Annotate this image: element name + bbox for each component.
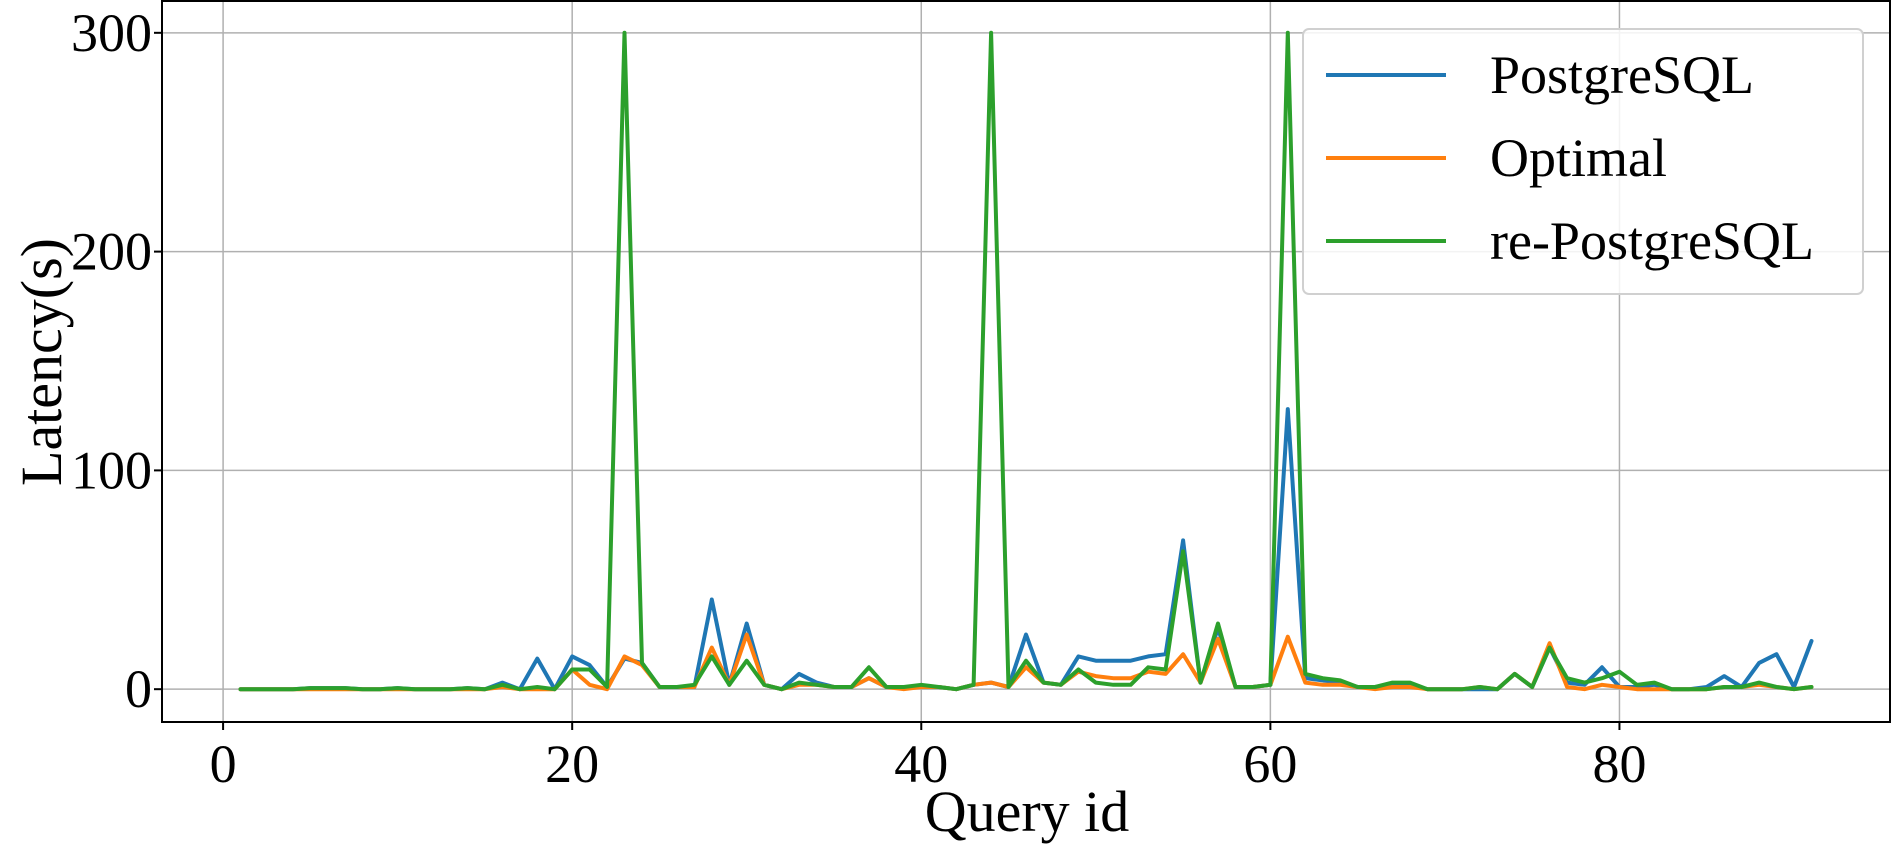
legend-entries: PostgreSQL Optimal re-PostgreSQL [1326,45,1814,271]
x-tick-label: 0 [210,734,237,794]
y-tick-label: 100 [71,440,152,500]
plot-frame [161,0,1891,723]
series-lines [238,30,1814,692]
legend-frame [1302,28,1864,295]
y-axis-label: Latency(s) [9,238,74,486]
y-tick-label: 300 [71,3,152,63]
legend-label: PostgreSQL [1490,45,1754,105]
x-tick-label: 60 [1243,734,1297,794]
y-tick-label: 200 [71,222,152,282]
tick-labels: 0 20 40 60 80 0 100 200 300 [71,3,1646,794]
x-tick-label: 80 [1592,734,1646,794]
series-line-postgresql [238,407,1814,692]
x-axis-label: Query id [925,779,1130,844]
series-line-re-postgresql [238,30,1814,692]
series-line-optimal [238,632,1814,692]
x-tick-label: 40 [894,734,948,794]
legend-label: re-PostgreSQL [1490,211,1814,271]
legend-label: Optimal [1490,128,1667,188]
y-tick-label: 0 [125,659,152,719]
legend: PostgreSQL Optimal re-PostgreSQL [1302,28,1864,295]
x-tick-label: 20 [545,734,599,794]
